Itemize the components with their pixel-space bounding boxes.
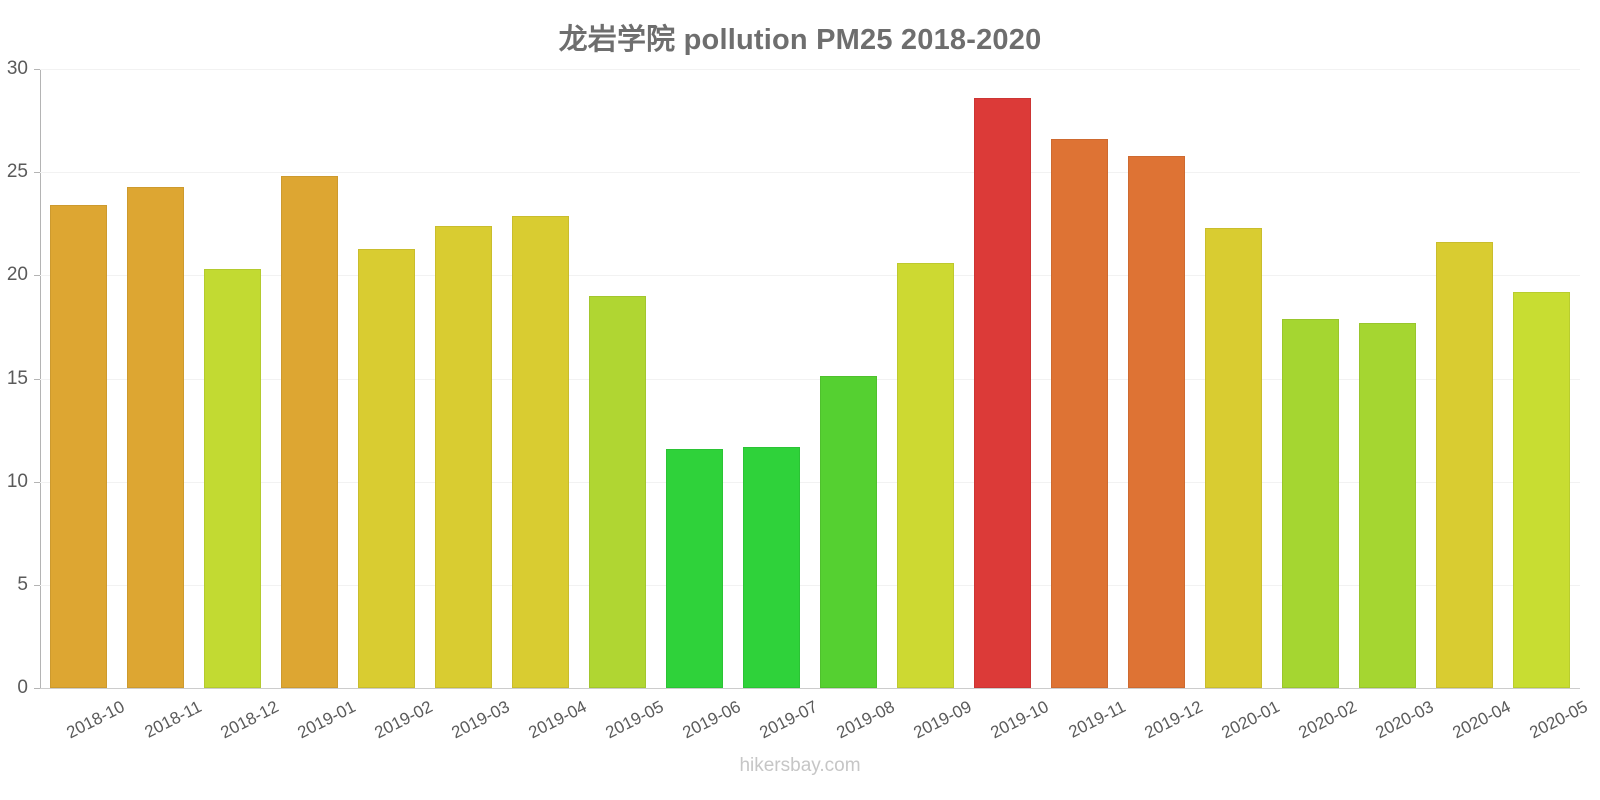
y-tick-label: 20 [6, 264, 28, 286]
bar[interactable] [1205, 227, 1262, 688]
y-tick-label: 25 [6, 161, 28, 183]
chart-title: 龙岩学院 pollution PM25 2018-2020 [558, 24, 1042, 56]
y-tick-mark [34, 481, 41, 483]
bar[interactable] [1282, 318, 1339, 688]
bar[interactable] [974, 97, 1031, 688]
bar[interactable] [50, 205, 107, 688]
bar[interactable] [204, 269, 261, 688]
bar[interactable] [1128, 155, 1185, 688]
gridline [40, 378, 1580, 380]
y-tick-mark [34, 275, 41, 277]
y-tick-mark [34, 69, 41, 70]
bar[interactable] [820, 376, 877, 688]
gridline [40, 481, 1580, 483]
bar[interactable] [589, 295, 646, 688]
gridline [40, 275, 1580, 277]
bar[interactable] [666, 448, 723, 688]
watermark: hikersbay.com [739, 755, 861, 776]
gridline [40, 172, 1580, 174]
gridline [40, 69, 1580, 70]
gridline [40, 688, 1580, 689]
y-tick-mark [34, 584, 41, 586]
bar[interactable] [743, 446, 800, 688]
bar[interactable] [281, 176, 338, 688]
y-tick-label: 10 [6, 470, 28, 492]
bar[interactable] [127, 186, 184, 688]
gridline [40, 584, 1580, 586]
y-tick-label: 0 [17, 677, 28, 698]
bar[interactable] [512, 215, 569, 688]
bar[interactable] [1051, 139, 1108, 688]
bar[interactable] [1436, 242, 1493, 688]
bar[interactable] [1513, 291, 1570, 688]
y-tick-label: 15 [6, 367, 28, 389]
bar[interactable] [1359, 322, 1416, 688]
plot-area [40, 69, 1580, 689]
y-tick-mark [34, 378, 41, 380]
bar[interactable] [358, 248, 415, 688]
bar[interactable] [435, 225, 492, 688]
y-tick-label: 30 [6, 58, 28, 79]
y-tick-mark [34, 688, 41, 689]
bar[interactable] [897, 262, 954, 688]
y-tick-label: 5 [17, 573, 28, 595]
y-tick-mark [34, 172, 41, 174]
